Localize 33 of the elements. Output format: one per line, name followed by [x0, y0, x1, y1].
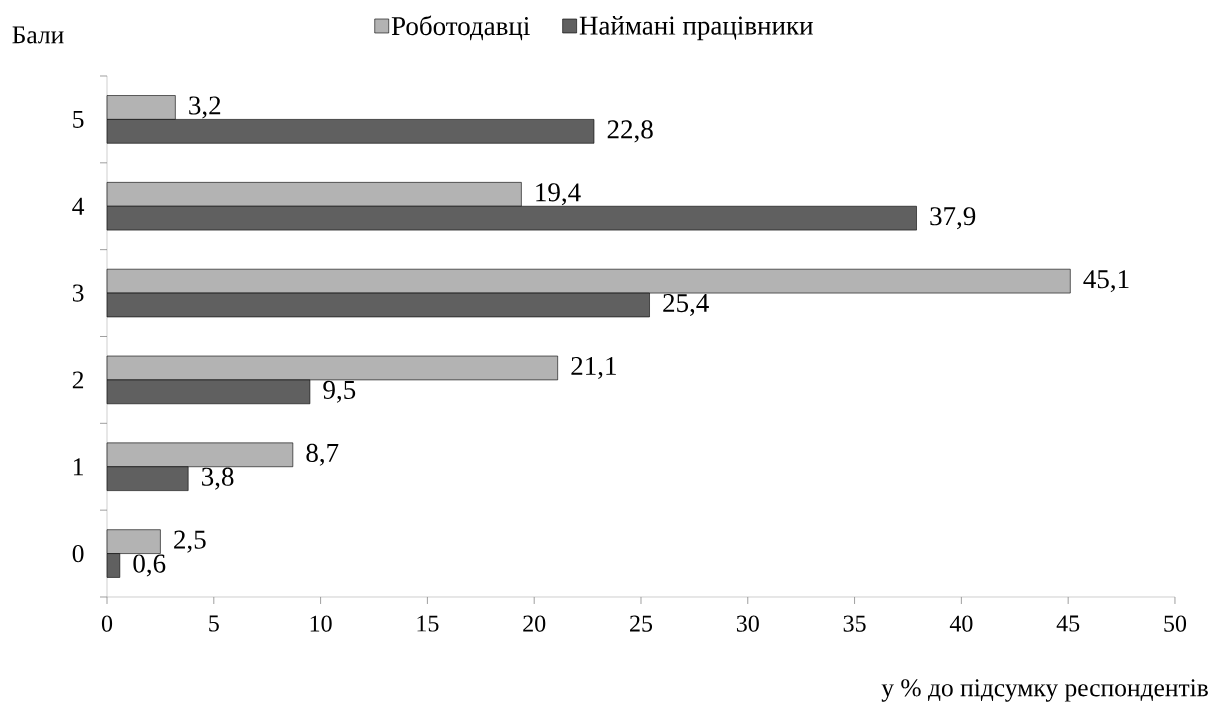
- data-label: 9,5: [323, 380, 356, 403]
- data-label: 0,6: [133, 554, 166, 577]
- data-label: 2,5: [174, 530, 206, 553]
- data-label: 25,4: [663, 294, 709, 317]
- data-label: 45,1: [1083, 270, 1129, 293]
- x-tick-label: 30: [736, 615, 759, 632]
- x-tick-label: 0: [101, 615, 113, 632]
- data-label: 22,8: [607, 120, 653, 143]
- data-label: 37,9: [930, 207, 976, 230]
- data-label: 8,7: [306, 443, 339, 466]
- x-tick-label: 40: [949, 615, 973, 632]
- data-label: 3,8: [201, 467, 234, 490]
- y-axis-title: Бали: [12, 26, 64, 44]
- y-tick-label: 2: [72, 371, 84, 389]
- y-tick-label: 5: [73, 110, 84, 128]
- x-tick-label: 50: [1164, 615, 1187, 632]
- x-tick-label: 15: [417, 615, 439, 632]
- x-tick-label: 20: [523, 615, 546, 632]
- legend-label: Наймані працівники: [579, 15, 813, 41]
- data-label: 21,1: [571, 356, 616, 379]
- x-tick-label: 25: [630, 615, 653, 632]
- legend-label: Роботодавці: [391, 15, 530, 41]
- x-axis-title: у % до підсумку респондентів: [881, 679, 1208, 702]
- y-tick-label: 3: [72, 284, 84, 302]
- y-tick-label: 4: [72, 197, 85, 215]
- data-label: 19,4: [536, 183, 581, 206]
- y-tick-label: 1: [73, 458, 83, 476]
- y-tick-label: 0: [72, 544, 84, 563]
- data-label: 3,2: [189, 96, 221, 119]
- x-tick-label: 5: [209, 615, 219, 632]
- x-tick-label: 10: [310, 615, 332, 632]
- x-tick-label: 45: [1056, 615, 1080, 632]
- x-tick-label: 35: [843, 615, 866, 632]
